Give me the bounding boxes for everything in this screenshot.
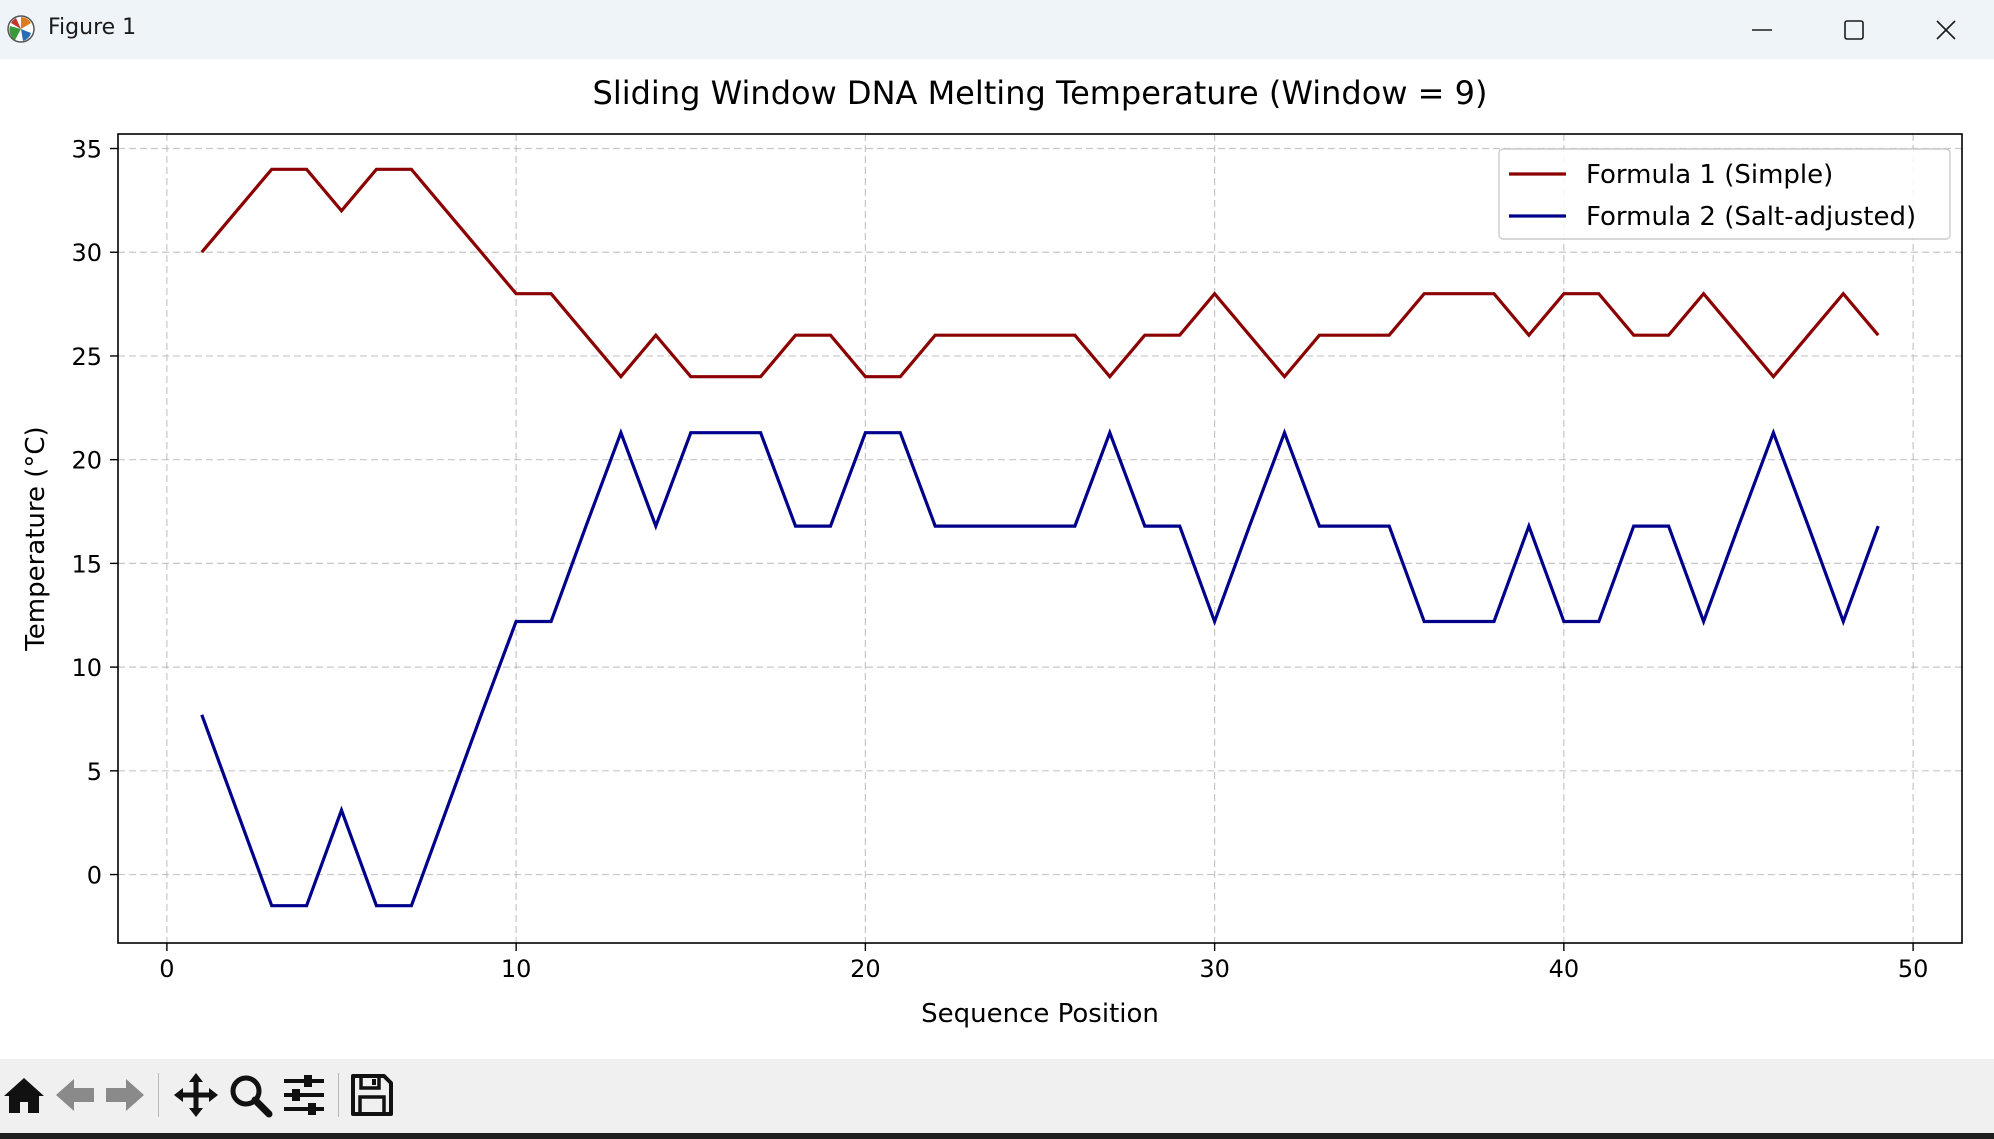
configure-subplots-button[interactable] — [280, 1071, 328, 1119]
save-button[interactable] — [348, 1071, 396, 1119]
legend-label-2: Formula 2 (Salt-adjusted) — [1586, 202, 1916, 232]
save-icon — [351, 1074, 393, 1116]
y-tick-label: 20 — [71, 447, 102, 475]
forward-arrow-icon — [106, 1079, 144, 1111]
x-tick-label: 20 — [850, 955, 881, 983]
x-tick-label: 50 — [1898, 955, 1929, 983]
y-tick-label: 0 — [87, 862, 102, 890]
forward-button[interactable] — [100, 1071, 148, 1119]
y-tick-label: 5 — [87, 758, 102, 786]
background-strip — [0, 1133, 1994, 1139]
y-tick-label: 30 — [71, 239, 102, 267]
title-bar: Figure 1 — [0, 0, 1994, 60]
figure-canvas[interactable]: Sliding Window DNA Melting Temperature (… — [0, 59, 1994, 1059]
minimize-icon — [1752, 29, 1772, 31]
home-icon — [4, 1078, 44, 1113]
legend-label-1: Formula 1 (Simple) — [1586, 160, 1833, 190]
y-tick-label: 35 — [71, 136, 102, 164]
home-button[interactable] — [0, 1071, 48, 1119]
series-line-1 — [200, 167, 1880, 380]
matplotlib-icon — [6, 14, 36, 44]
x-tick-label: 0 — [159, 955, 174, 983]
navigation-toolbar — [0, 1059, 1994, 1133]
line-chart: Sliding Window DNA Melting Temperature (… — [21, 74, 1963, 1029]
maximize-button[interactable] — [1808, 0, 1900, 59]
back-arrow-icon — [56, 1079, 94, 1111]
y-axis-label: Temperature (°C) — [21, 426, 51, 651]
close-icon — [1936, 20, 1956, 40]
close-button[interactable] — [1900, 0, 1992, 59]
zoom-icon — [230, 1075, 273, 1118]
toolbar-separator — [158, 1073, 159, 1117]
window-title: Figure 1 — [48, 15, 137, 40]
y-tick-label: 25 — [71, 343, 102, 371]
series-line-2 — [200, 428, 1880, 908]
legend-box — [1498, 148, 1951, 240]
y-tick-label: 10 — [71, 654, 102, 682]
x-tick-label: 40 — [1549, 955, 1580, 983]
configure-subplots-icon — [284, 1075, 324, 1115]
zoom-button[interactable] — [226, 1071, 274, 1119]
minimize-button[interactable] — [1716, 0, 1808, 59]
back-button[interactable] — [52, 1071, 100, 1119]
maximize-icon — [1844, 20, 1864, 40]
chart-title: Sliding Window DNA Melting Temperature (… — [593, 74, 1488, 112]
pan-button[interactable] — [172, 1071, 220, 1119]
y-tick-label: 15 — [71, 550, 102, 578]
axes-frame — [117, 133, 1963, 944]
x-axis-label: Sequence Position — [921, 999, 1159, 1029]
x-tick-label: 30 — [1199, 955, 1230, 983]
x-tick-label: 10 — [501, 955, 532, 983]
toolbar-separator — [338, 1073, 339, 1117]
pan-icon — [174, 1073, 218, 1117]
